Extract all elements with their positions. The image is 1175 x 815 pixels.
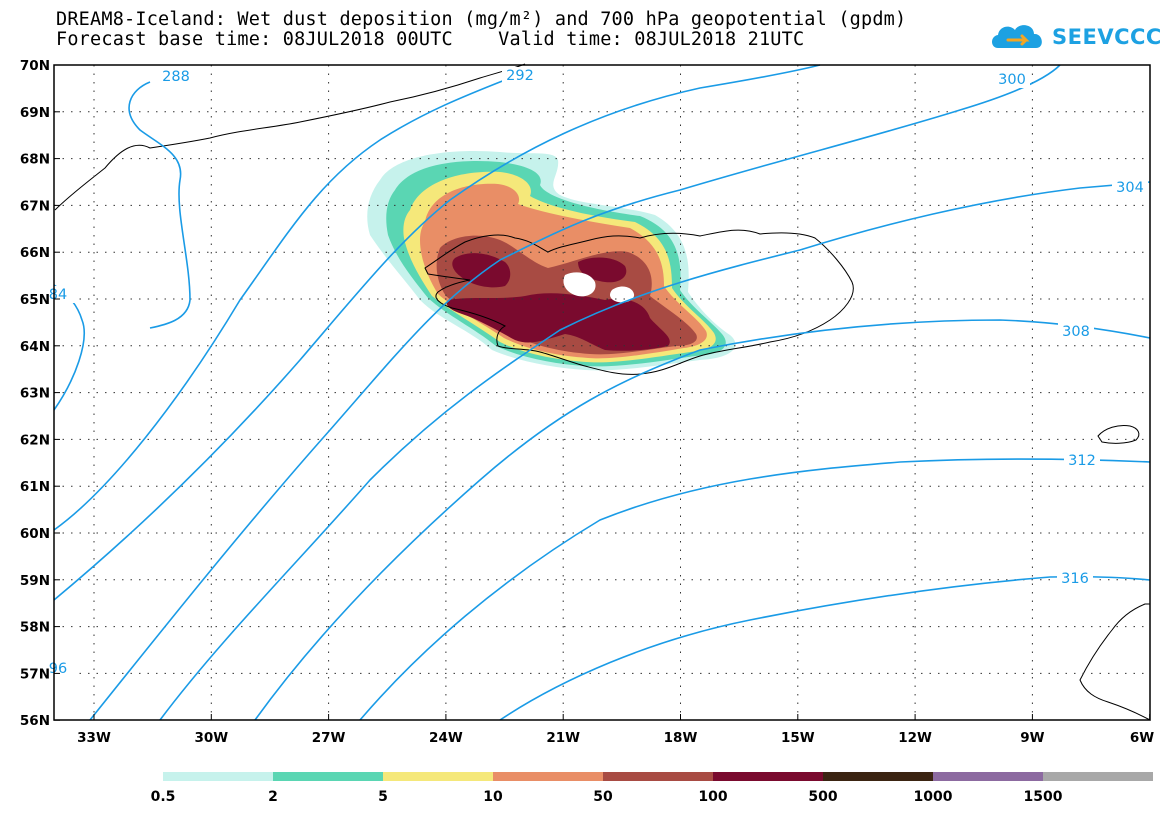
- contour-label-bg: [40, 660, 76, 677]
- contour-label: 312: [1068, 453, 1096, 469]
- deposition-band-100: [446, 253, 670, 351]
- lat-label: 70N: [20, 58, 50, 74]
- title-line-2: Forecast base time: 08JUL2018 00UTC Vali…: [56, 29, 805, 50]
- lat-label: 67N: [20, 198, 50, 214]
- contour-label-bg: [1112, 179, 1148, 196]
- lat-label: 63N: [20, 386, 50, 402]
- map-title: DREAM8-Iceland: Wet dust deposition (mg/…: [56, 10, 906, 50]
- lon-label: 33W: [77, 730, 111, 746]
- lat-label: 60N: [20, 526, 50, 542]
- colorbar-label: 500: [808, 789, 837, 805]
- lat-label: 57N: [20, 666, 50, 682]
- contour-label: 300: [998, 72, 1026, 88]
- deposition-gap-1: [563, 272, 596, 297]
- contour-line: [359, 458, 1151, 721]
- lon-label: 27W: [312, 730, 346, 746]
- contour-label: 316: [1061, 571, 1089, 587]
- lat-label: 69N: [20, 105, 50, 121]
- lon-label: 30W: [194, 730, 228, 746]
- cloud-icon: [992, 25, 1042, 48]
- faroe-coastline: [1097, 425, 1140, 444]
- lon-label: 9W: [1020, 730, 1044, 746]
- contour-line: [53, 64, 821, 601]
- colorbar-swatch: [273, 772, 383, 781]
- lat-label: 66N: [20, 245, 50, 261]
- colorbar-label: 50: [593, 789, 613, 805]
- colorbar-label: 2: [268, 789, 278, 805]
- lat-label: 59N: [20, 573, 50, 589]
- lat-label: 61N: [20, 479, 50, 495]
- lon-label: 6W: [1130, 730, 1154, 746]
- contour-line: [159, 181, 1151, 721]
- contour-label-bg: [502, 67, 538, 84]
- colorbar-swatch: [383, 772, 493, 781]
- contour-label-bg: [1064, 452, 1100, 469]
- lon-label: 18W: [664, 730, 698, 746]
- contour-label: 292: [506, 68, 534, 84]
- colorbar-swatch: [933, 772, 1043, 781]
- contour-label: 304: [1116, 180, 1144, 196]
- colorbar-label: 1500: [1024, 789, 1063, 805]
- contour-label-bg: [158, 68, 194, 85]
- coastlines: [54, 63, 1151, 721]
- lat-label: 64N: [20, 339, 50, 355]
- colorbar-swatch: [713, 772, 823, 781]
- logo-text: SEEVCCC: [1052, 25, 1162, 49]
- contour-label-bg: [1058, 323, 1094, 340]
- contour-label-bg: [40, 286, 76, 303]
- lat-label: 56N: [20, 713, 50, 729]
- contour-label-bg: [1057, 570, 1093, 587]
- colorbar-label: 100: [698, 789, 727, 805]
- lat-label: 65N: [20, 292, 50, 308]
- scotland-coastline: [1079, 603, 1151, 721]
- iceland-coastline: [424, 229, 854, 375]
- lat-label: 58N: [20, 620, 50, 636]
- colorbar-label: 5: [378, 789, 388, 805]
- colorbar-label: 10: [483, 789, 503, 805]
- lon-label: 12W: [898, 730, 932, 746]
- lon-label: 15W: [781, 730, 815, 746]
- seevccc-logo: SEEVCCC: [988, 16, 1161, 60]
- colorbar-swatch: [163, 772, 273, 781]
- contour-label: 308: [1062, 324, 1090, 340]
- contour-line: [128, 81, 191, 329]
- lat-label: 62N: [20, 432, 50, 448]
- lon-label: 24W: [429, 730, 463, 746]
- contour-label: 288: [162, 69, 190, 85]
- contour-line: [53, 73, 521, 531]
- colorbar-label: 1000: [914, 789, 953, 805]
- contour-line: [53, 284, 85, 411]
- map-axes: 70N 69N 68N 67N 66N 65N 64N 63N 62N 61N 60N 59N 58N 5…: [20, 58, 1154, 746]
- geopotential-contours: 288 292 300 304 308 312 316 84 96: [40, 64, 1151, 721]
- lat-label: 68N: [20, 152, 50, 168]
- contour-label: 96: [49, 661, 67, 677]
- colorbar-swatch: [823, 772, 933, 781]
- contour-label: 84: [49, 287, 67, 303]
- contour-label-bg: [994, 71, 1030, 88]
- greenland-coastline: [54, 63, 526, 211]
- colorbar-swatch: [603, 772, 713, 781]
- lon-label: 21W: [546, 730, 580, 746]
- contour-line: [89, 64, 1061, 721]
- colorbar-label: 0.5: [151, 789, 176, 805]
- contour-line: [254, 319, 1151, 721]
- contour-line: [499, 575, 1151, 721]
- colorbar: 0.5 2 5 10 50 100 500 1000 1500: [151, 772, 1153, 805]
- title-line-1: DREAM8-Iceland: Wet dust deposition (mg/…: [56, 9, 907, 30]
- colorbar-swatch: [1043, 772, 1153, 781]
- colorbar-swatch: [493, 772, 603, 781]
